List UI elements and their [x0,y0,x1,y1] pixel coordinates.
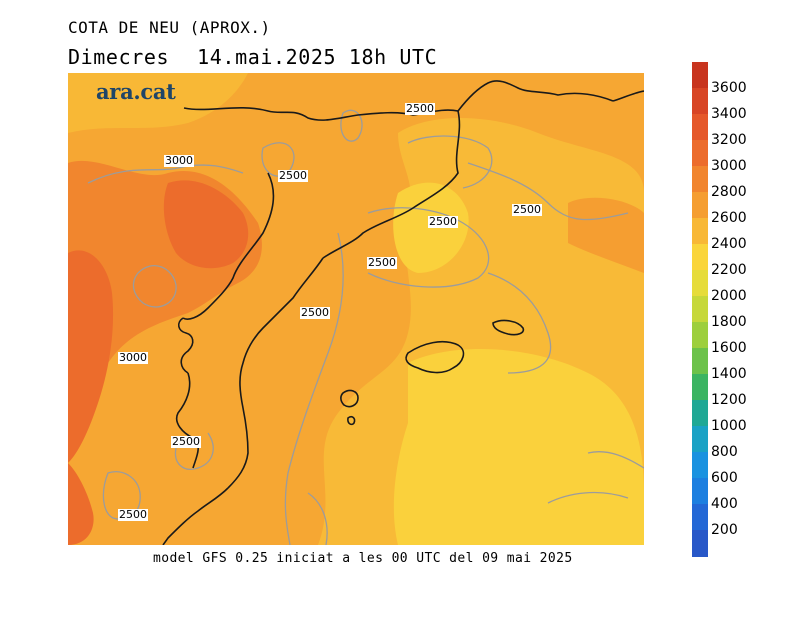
legend-swatch [692,296,708,323]
contour-lines [87,109,644,545]
contour-label: 2500 [367,256,397,269]
ara-cat-logo: ara.cat [96,79,176,104]
field-2400-northwest [68,73,248,133]
legend-label: 800 [711,444,738,460]
field-2200-south [393,349,644,545]
legend-swatch [692,504,708,531]
legend-label: 1400 [711,366,747,382]
legend-label: 1000 [711,418,747,434]
legend-label: 200 [711,522,738,538]
legend-swatch [692,270,708,297]
field-3000-bottom-left [68,463,94,545]
legend-swatch [692,426,708,453]
legend-label: 2600 [711,210,747,226]
legend-swatch [692,348,708,375]
legend-label: 1800 [711,314,747,330]
legend-swatch [692,62,708,89]
legend-swatch [692,400,708,427]
legend-swatch [692,322,708,349]
legend-swatch [692,166,708,193]
legend-swatch [692,478,708,505]
legend-label: 2200 [711,262,747,278]
field-3000-southwest [68,250,114,463]
contour-label: 2500 [300,306,330,319]
contour-label: 2500 [278,169,308,182]
snow-level-map: ara.cat 2500 3000 2500 2500 2500 2500 25… [68,73,644,545]
legend-label: 600 [711,470,738,486]
forecast-datetime: 14.mai.2025 18h UTC [197,45,438,69]
legend-label: 400 [711,496,738,512]
legend-swatch [692,374,708,401]
legend-label: 2400 [711,236,747,252]
legend-label: 2000 [711,288,747,304]
legend-label: 3400 [711,106,747,122]
legend-label: 3600 [711,80,747,96]
contour-label: 2500 [428,215,458,228]
field-3000-iberian [163,180,249,269]
contour-label: 2500 [118,508,148,521]
legend-label: 1200 [711,392,747,408]
field-2600-ne [568,197,644,273]
legend-color-bar [692,62,708,557]
legend-label: 1600 [711,340,747,356]
contour-label: 2500 [171,435,201,448]
forecast-day: Dimecres [68,45,170,69]
legend-swatch [692,530,708,557]
legend-swatch [692,88,708,115]
legend-label: 3000 [711,158,747,174]
legend-swatch [692,452,708,479]
contour-label: 2500 [405,102,435,115]
model-run-info: model GFS 0.25 iniciat a les 00 UTC del … [153,551,573,566]
legend-swatch [692,114,708,141]
legend-swatch [692,244,708,271]
map-title: COTA DE NEU (APROX.) [68,18,271,37]
map-subtitle: Dimecres 14.mai.2025 18h UTC [68,45,437,69]
legend-swatch [692,140,708,167]
legend-label: 2800 [711,184,747,200]
legend-swatch [692,192,708,219]
legend-label: 3200 [711,132,747,148]
contour-label: 3000 [118,351,148,364]
contour-label: 3000 [164,154,194,167]
contour-label: 2500 [512,203,542,216]
color-legend [692,62,708,557]
legend-swatch [692,218,708,245]
map-canvas [68,73,644,545]
